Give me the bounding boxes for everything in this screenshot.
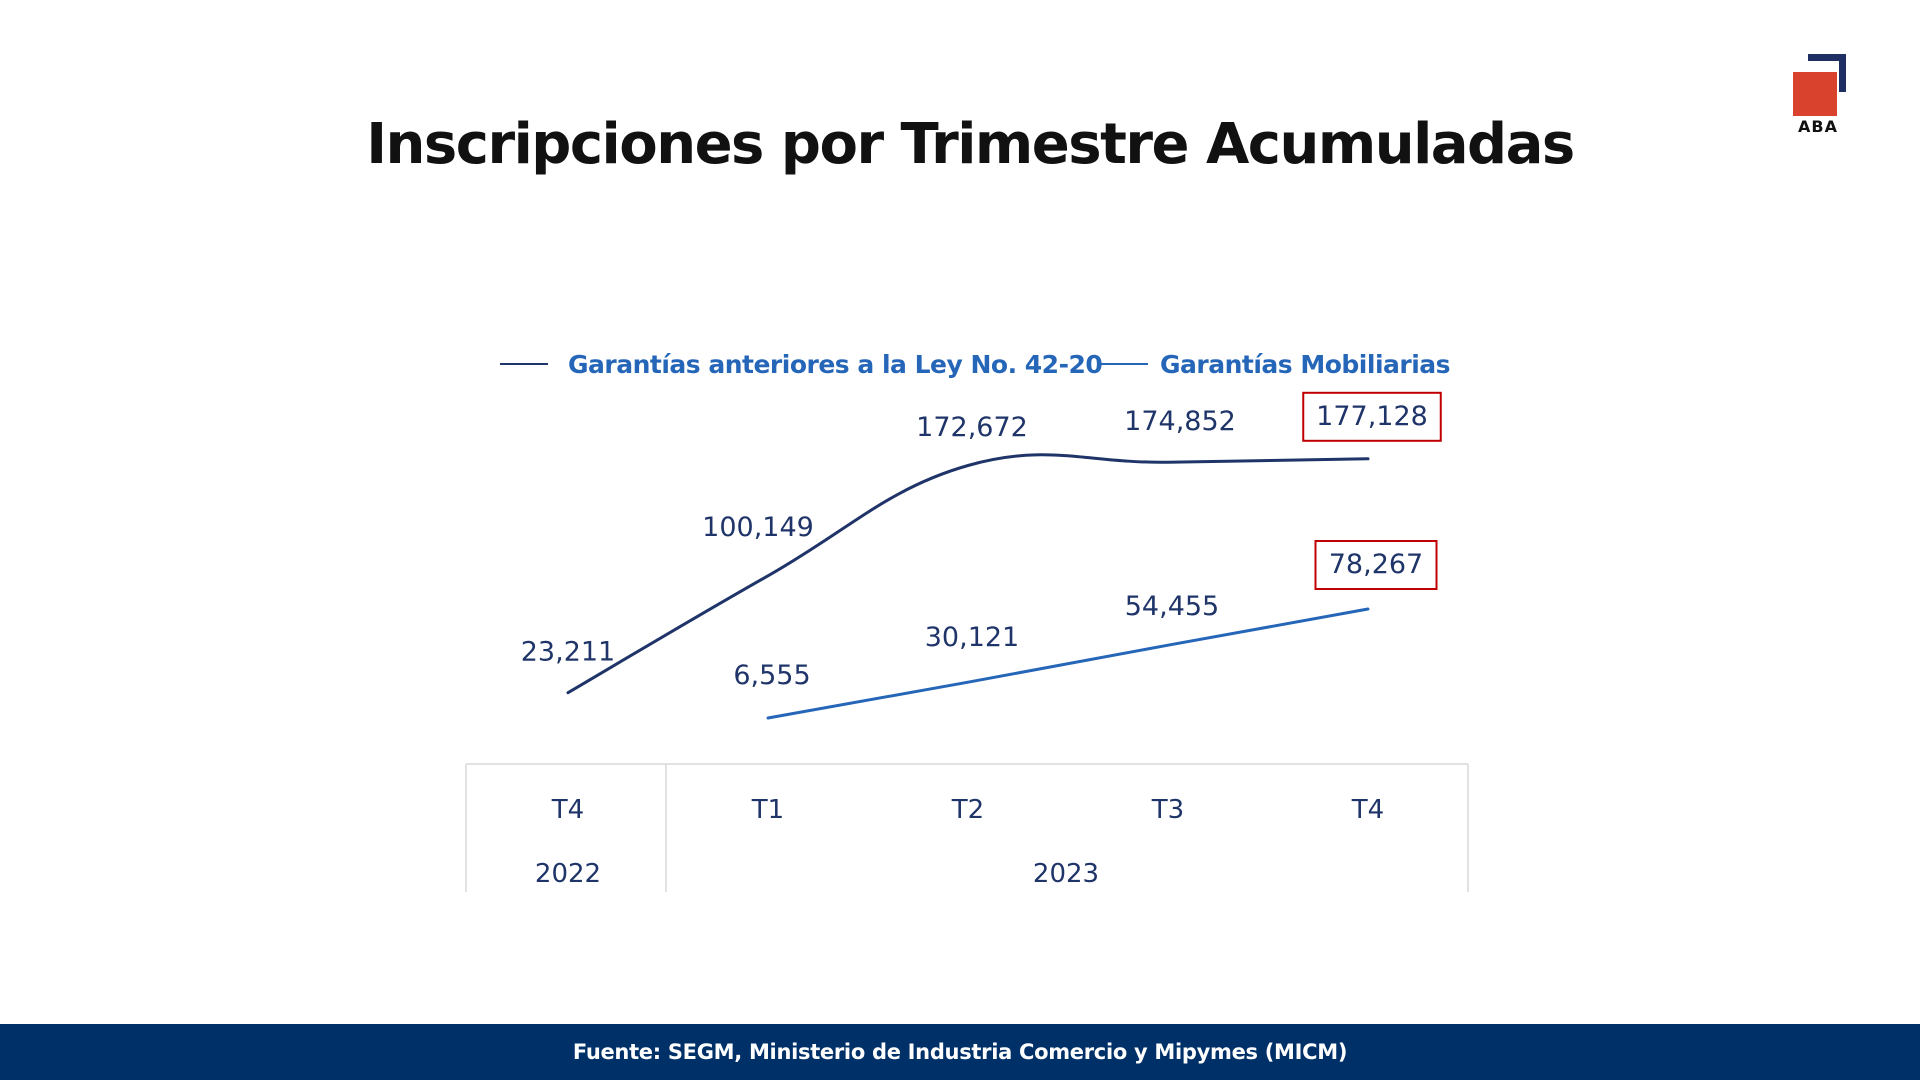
legend-label: Garantías Mobiliarias	[1160, 350, 1450, 379]
x-tick-label: T4	[551, 795, 584, 825]
data-label: 174,852	[1124, 406, 1236, 437]
logo-bracket-icon	[1808, 54, 1846, 92]
series-garantias-mobiliarias-line	[766, 607, 1370, 720]
x-group-label: 2023	[1033, 859, 1099, 889]
data-label: 6,555	[733, 660, 810, 691]
data-label: 100,149	[702, 512, 814, 543]
logo-text: ABA	[1798, 117, 1838, 136]
data-label: 172,672	[916, 412, 1028, 443]
x-tick-label: T1	[751, 795, 784, 825]
data-label: 23,211	[521, 637, 615, 668]
highlight-box	[1314, 540, 1438, 590]
legend-label: Garantías anteriores a la Ley No. 42-20	[568, 350, 1102, 379]
x-group-label: 2022	[535, 859, 601, 889]
data-label: 54,455	[1125, 591, 1219, 622]
data-label: 30,121	[925, 622, 1019, 653]
x-tick-label: T3	[1151, 795, 1184, 825]
series-garantias-anteriores-line	[566, 453, 1370, 695]
highlight-box	[1302, 391, 1442, 442]
source-footer: Fuente: SEGM, Ministerio de Industria Co…	[0, 1024, 1920, 1080]
logo-square-icon	[1793, 72, 1837, 116]
x-tick-label: T4	[1351, 795, 1384, 825]
slide-title: Inscripciones por Trimestre Acumuladas	[366, 112, 1575, 177]
data-label: 78,267	[1329, 549, 1423, 580]
data-label: 177,128	[1316, 401, 1428, 432]
aba-logo: ABA	[1790, 54, 1854, 136]
x-tick-label: T2	[951, 795, 984, 825]
